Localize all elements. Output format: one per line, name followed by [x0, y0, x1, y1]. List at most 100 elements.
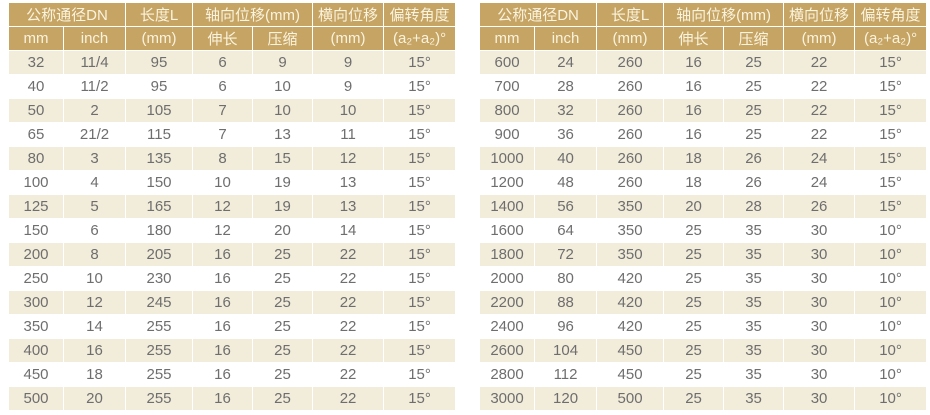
table-cell: 80 — [8, 146, 64, 171]
table-cell: 2200 — [479, 290, 536, 315]
table-cell: 16 — [192, 290, 254, 315]
table-cell: 104 — [534, 338, 598, 363]
table-cell: 10 — [252, 74, 314, 99]
table-cell: 6 — [192, 50, 254, 75]
table-cell: 15° — [383, 74, 457, 99]
table-cell: 12 — [192, 194, 254, 219]
table-cell: 420 — [596, 314, 665, 339]
table-cell: 22 — [312, 266, 385, 291]
table-cell: 25 — [723, 98, 785, 123]
table-cell: 22 — [312, 386, 385, 411]
table-row: 200 8 205 16 25 22 15° — [8, 242, 457, 267]
table-cell: 16 — [663, 98, 725, 123]
table-cell: 40 — [534, 146, 598, 171]
table-cell: 260 — [596, 170, 665, 195]
table-cell: 15 — [252, 146, 314, 171]
table-cell: 400 — [8, 338, 64, 363]
table-cell: 2000 — [479, 266, 536, 291]
table-cell: 22 — [312, 242, 385, 267]
table-cell: 30 — [783, 386, 856, 411]
table-cell: 26 — [783, 194, 856, 219]
table-cell: 35 — [723, 362, 785, 387]
table-cell: 1400 — [479, 194, 536, 219]
table-row: 1000 40 260 18 26 24 15° — [479, 146, 928, 171]
table-cell: 165 — [125, 194, 194, 219]
table-cell: 260 — [596, 50, 665, 75]
table-cell: 16 — [192, 242, 254, 267]
table-row: 1400 56 350 20 28 26 15° — [479, 194, 928, 219]
table-cell: 10° — [854, 338, 928, 363]
header-axial-compression: 压缩 — [723, 26, 785, 51]
table-cell: 35 — [723, 338, 785, 363]
header-length-unit: (mm) — [125, 26, 194, 51]
table-row: 300 12 245 16 25 22 15° — [8, 290, 457, 315]
table-cell: 10° — [854, 362, 928, 387]
table-cell: 30 — [783, 266, 856, 291]
table-cell: 24 — [783, 170, 856, 195]
header-angle-title: 偏转角度 — [854, 2, 928, 27]
table-cell: 25 — [663, 362, 725, 387]
table-row: 1200 48 260 18 26 24 15° — [479, 170, 928, 195]
table-cell: 5 — [62, 194, 127, 219]
table-row: 2800 112 450 25 35 30 10° — [479, 362, 928, 387]
table-cell: 3 — [62, 146, 127, 171]
table-cell: 250 — [8, 266, 64, 291]
table-cell: 255 — [125, 338, 194, 363]
table-row: 65 21/2 115 7 13 11 15° — [8, 122, 457, 147]
table-cell: 25 — [663, 338, 725, 363]
table-cell: 260 — [596, 122, 665, 147]
table-cell: 150 — [125, 170, 194, 195]
table-row: 40 11/2 95 6 10 9 15° — [8, 74, 457, 99]
table-cell: 255 — [125, 314, 194, 339]
table-cell: 12 — [192, 218, 254, 243]
table-cell: 14 — [312, 218, 385, 243]
table-cell: 16 — [192, 338, 254, 363]
table-cell: 25 — [723, 50, 785, 75]
header-axial-displacement: 轴向位移(mm) — [192, 2, 314, 27]
table-cell: 350 — [8, 314, 64, 339]
table-cell: 14 — [62, 314, 127, 339]
table-cell: 11 — [312, 122, 385, 147]
table-cell: 28 — [723, 194, 785, 219]
table-cell: 40 — [8, 74, 64, 99]
table-cell: 30 — [783, 218, 856, 243]
header-lateral-unit: (mm) — [312, 26, 385, 51]
table-row: 500 20 255 16 25 22 15° — [8, 386, 457, 411]
table-cell: 350 — [596, 194, 665, 219]
table-cell: 15° — [854, 170, 928, 195]
table-cell: 19 — [252, 194, 314, 219]
table-cell: 105 — [125, 98, 194, 123]
table-cell: 255 — [125, 386, 194, 411]
table-cell: 20 — [663, 194, 725, 219]
table-cell: 450 — [596, 362, 665, 387]
table-cell: 800 — [479, 98, 536, 123]
table-cell: 245 — [125, 290, 194, 315]
table-cell: 15° — [383, 194, 457, 219]
table-cell: 25 — [252, 242, 314, 267]
table-cell: 88 — [534, 290, 598, 315]
table-cell: 25 — [252, 338, 314, 363]
table-cell: 25 — [252, 386, 314, 411]
table-cell: 35 — [723, 266, 785, 291]
header-dn-mm: mm — [479, 26, 536, 51]
table-cell: 15° — [383, 242, 457, 267]
table-row: 400 16 255 16 25 22 15° — [8, 338, 457, 363]
table-cell: 6 — [62, 218, 127, 243]
table-cell: 16 — [192, 314, 254, 339]
table-cell: 15° — [383, 362, 457, 387]
header-nominal-diameter: 公称通径DN — [479, 2, 598, 27]
table-row: 2000 80 420 25 35 30 10° — [479, 266, 928, 291]
table-cell: 7 — [192, 98, 254, 123]
table-cell: 260 — [596, 98, 665, 123]
table-cell: 8 — [192, 146, 254, 171]
table-cell: 15° — [854, 146, 928, 171]
table-cell: 16 — [663, 74, 725, 99]
table-cell: 15° — [383, 146, 457, 171]
table-cell: 115 — [125, 122, 194, 147]
table-header: 公称通径DN 长度L 轴向位移(mm) 横向位移 偏转角度 mm inch (m… — [7, 2, 457, 51]
table-row: 1800 72 350 25 35 30 10° — [479, 242, 928, 267]
table-cell: 15° — [383, 266, 457, 291]
table-row: 2200 88 420 25 35 30 10° — [479, 290, 928, 315]
table-cell: 25 — [663, 386, 725, 411]
table-cell: 10 — [62, 266, 127, 291]
